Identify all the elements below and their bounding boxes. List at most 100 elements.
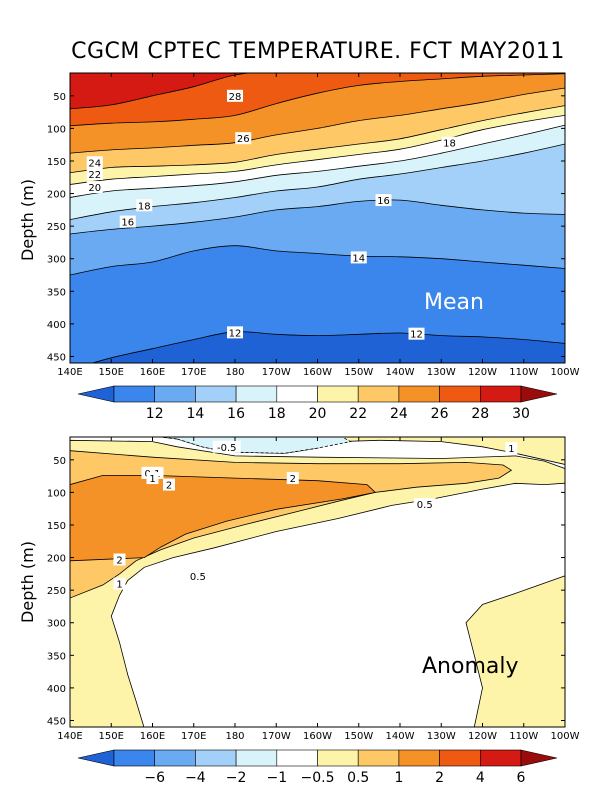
anomaly-xtick-label: 150W xyxy=(344,731,373,742)
mean-ytick-label: 150 xyxy=(47,157,66,168)
mean-colorbar-label: 20 xyxy=(309,406,327,422)
anomaly-colorbar-label: 6 xyxy=(517,770,526,786)
anomaly-xtick-label: 100W xyxy=(551,731,580,742)
mean-colorbar-label: 26 xyxy=(431,406,449,422)
anomaly-colorbar-swatch xyxy=(398,749,440,767)
mean-contour-label-bg xyxy=(86,168,103,181)
anomaly-contour-label: 2 xyxy=(116,556,122,567)
mean-contour-label-bg xyxy=(86,156,103,169)
mean-contour-label: 18 xyxy=(443,139,456,150)
mean-contour-c14 xyxy=(70,245,565,276)
mean-contour-label: 24 xyxy=(88,158,101,169)
anomaly-colorbar-swatch xyxy=(357,749,400,767)
mean-ytick-label: 100 xyxy=(47,124,66,135)
mean-contour-label-bg xyxy=(86,181,103,194)
mean-colorbar-swatch xyxy=(357,385,400,403)
anomaly-contour-label-bg xyxy=(146,472,159,485)
anomaly-xtick-label: 110W xyxy=(509,731,538,742)
anomaly-band-0.5-east xyxy=(465,575,565,727)
mean-contour-label: 14 xyxy=(352,253,365,264)
anomaly-contour-label: 1 xyxy=(508,444,514,455)
mean-xtick-label: 150W xyxy=(344,367,373,378)
mean-xtick-label: 180 xyxy=(225,367,244,378)
anomaly-xtick-label: 160E xyxy=(140,731,165,742)
anomaly-xtick-label: 130W xyxy=(427,731,456,742)
anomaly-colorbar-swatch xyxy=(276,749,318,767)
anomaly-ytick-label: 200 xyxy=(47,554,66,565)
anomaly-colorbar: −6 −4 −2 −1 −0.5 0.5 1 2 4 6 xyxy=(77,749,558,786)
anomaly-colorbar-swatch xyxy=(195,749,237,767)
mean-colorbar-label: 16 xyxy=(227,406,245,422)
mean-contour-c20 xyxy=(70,124,565,198)
mean-colorbar-high xyxy=(520,385,558,403)
mean-contour-c30 xyxy=(70,73,252,110)
mean-colorbar-label: 12 xyxy=(146,406,164,422)
mean-contour-c18 xyxy=(70,143,565,221)
mean-colorbar-swatch xyxy=(276,385,318,403)
anomaly-colorbar-high xyxy=(520,749,558,767)
anomaly-xtick-label: 170W xyxy=(262,731,291,742)
anomaly-colorbar-swatch xyxy=(317,749,359,767)
anomaly-colorbar-label: −4 xyxy=(185,770,206,786)
anomaly-band-neg-0.5 xyxy=(160,437,352,454)
mean-xtick-label: 170E xyxy=(181,367,206,378)
anomaly-contour-label-bg xyxy=(505,442,518,455)
mean-colorbar-swatch xyxy=(113,385,156,403)
mean-panel-label: Mean xyxy=(424,290,484,315)
mean-ytick-label: 200 xyxy=(47,190,66,201)
mean-contour-label: 12 xyxy=(410,330,423,341)
mean-contour-label: 16 xyxy=(377,196,390,207)
mean-xtick-label: 120W xyxy=(468,367,497,378)
mean-contour-label-bg xyxy=(408,327,425,340)
mean-contour-label-bg xyxy=(350,251,367,264)
mean-ytick-label: 450 xyxy=(47,352,66,363)
mean-xtick-label: 160E xyxy=(140,367,165,378)
anomaly-colorbar-label: 4 xyxy=(476,770,485,786)
mean-contour-c26 xyxy=(70,87,565,154)
mean-contour-label: 22 xyxy=(88,170,101,181)
mean-colorbar-label: 28 xyxy=(471,406,489,422)
anomaly-panel-label: Anomaly xyxy=(422,654,519,679)
anomaly-contour-label-bg xyxy=(113,577,126,590)
mean-contour-label-bg xyxy=(119,215,136,228)
anomaly-ytick-label: 100 xyxy=(47,488,66,499)
anomaly-colorbar-label: 0.5 xyxy=(347,770,369,786)
anomaly-xtick-label: 170E xyxy=(181,731,206,742)
mean-xtick-label: 140E xyxy=(57,367,82,378)
mean-colorbar-label: 22 xyxy=(349,406,367,422)
figure-title: CGCM CPTEC TEMPERATURE. FCT MAY2011 xyxy=(71,39,565,64)
mean-colorbar-label: 14 xyxy=(186,406,204,422)
anomaly-ytick-label: 150 xyxy=(47,521,66,532)
anomaly-contour-label-bg xyxy=(286,472,299,485)
anomaly-colorbar-label: 1 xyxy=(394,770,403,786)
mean-colorbar-swatch xyxy=(479,385,522,403)
anomaly-contour-label: 1 xyxy=(149,474,155,485)
mean-colorbar-label: 18 xyxy=(268,406,286,422)
anomaly-xtick-label: 180 xyxy=(225,731,244,742)
mean-contour-label-bg xyxy=(227,326,243,339)
anomaly-ytick-label: 450 xyxy=(47,716,66,727)
anomaly-colorbar-swatch xyxy=(113,749,156,767)
anomaly-xtick-label: 140E xyxy=(57,731,82,742)
mean-colorbar-swatch xyxy=(398,385,440,403)
mean-contour-label: 16 xyxy=(121,218,134,229)
mean-xtick-label: 130W xyxy=(427,367,456,378)
mean-contour-label: 20 xyxy=(88,183,101,194)
mean-contour-label-bg xyxy=(375,194,392,207)
anomaly-contour-label-bg xyxy=(113,553,126,566)
anomaly-colorbar-swatch xyxy=(439,749,481,767)
mean-xtick-label: 150E xyxy=(99,367,124,378)
anomaly-ytick-label: 250 xyxy=(47,586,66,597)
anomaly-contour-label: -0.5 xyxy=(217,443,237,454)
mean-contour-label: 12 xyxy=(229,328,242,339)
anomaly-ytick-label: 300 xyxy=(47,619,66,630)
mean-contour-label-bg xyxy=(235,132,252,145)
mean-contour-label: 26 xyxy=(237,134,250,145)
mean-contour-label: 18 xyxy=(138,201,151,212)
mean-ytick-label: 350 xyxy=(47,287,66,298)
mean-contour-label: 28 xyxy=(229,92,242,103)
anomaly-colorbar-swatch xyxy=(235,749,278,767)
anomaly-ytick-label: 50 xyxy=(53,456,66,467)
